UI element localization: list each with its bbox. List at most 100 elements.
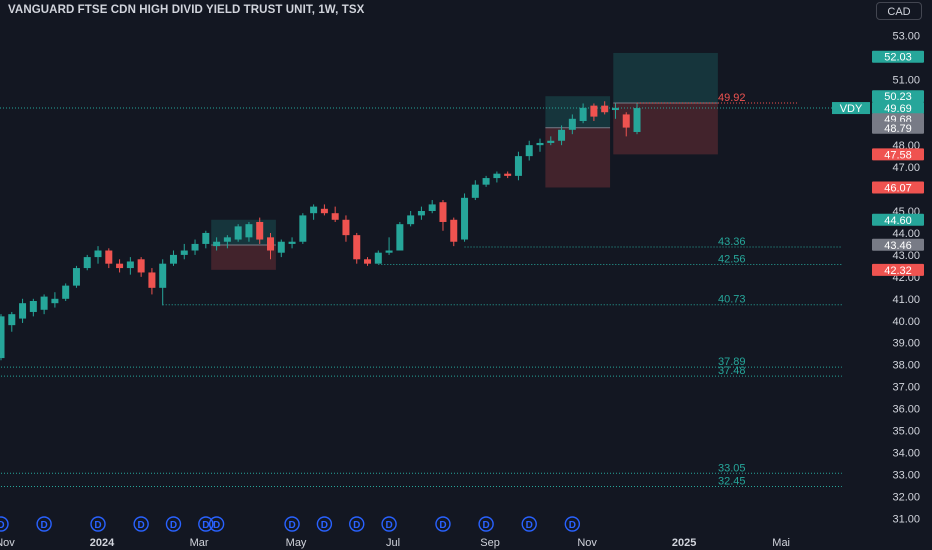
dividend-letter: D <box>0 520 5 531</box>
dividend-letter: D <box>569 520 576 531</box>
candle-body <box>493 173 501 179</box>
dividend-circle <box>133 516 149 532</box>
support-line-label: 40.73 <box>718 294 746 306</box>
candle-body <box>310 206 318 214</box>
position-target-zone <box>211 219 276 246</box>
candle-body <box>364 259 372 264</box>
dividend-marker[interactable]: D <box>208 516 225 532</box>
candle-body <box>116 263 124 269</box>
candle-body <box>267 237 274 251</box>
dividend-letter: D <box>526 520 533 531</box>
candle-body <box>417 211 425 216</box>
candle-body <box>83 257 91 269</box>
dividend-circle <box>381 516 397 532</box>
price-label-bg <box>872 90 924 103</box>
candle-body <box>471 184 479 198</box>
dividend-circle <box>435 516 451 532</box>
dividend-marker[interactable]: D <box>36 516 52 532</box>
candle-body <box>8 314 16 326</box>
x-tick-label: May <box>286 537 307 549</box>
dividend-marker[interactable]: D <box>90 516 106 532</box>
candle-body <box>504 173 512 176</box>
dividend-marker[interactable]: D <box>0 516 9 532</box>
dividend-circle <box>208 516 225 532</box>
dividend-letter: D <box>321 520 328 531</box>
dividend-marker[interactable]: D <box>564 516 581 532</box>
dividend-circle <box>284 516 300 532</box>
dividend-circle <box>349 516 365 532</box>
price-label: 49.69 <box>884 103 912 115</box>
candle-body <box>461 197 469 240</box>
dividend-marker[interactable]: D <box>478 516 494 532</box>
candle-body <box>439 202 447 222</box>
dividend-marker[interactable]: D <box>284 516 300 532</box>
candle-body <box>126 261 134 269</box>
dividend-letter: D <box>482 520 489 531</box>
support-line-label: 32.45 <box>718 475 746 487</box>
dividend-marker[interactable]: D <box>349 516 365 532</box>
candle-body <box>396 224 404 251</box>
price-label: 43.46 <box>884 240 912 252</box>
candle-body <box>590 105 598 117</box>
y-tick-label: 32.00 <box>892 491 920 503</box>
candle-body <box>374 252 382 264</box>
price-label-bg <box>872 238 924 251</box>
dividend-circle <box>521 516 537 532</box>
support-line-label: 37.89 <box>718 356 746 368</box>
candle-body <box>94 250 102 258</box>
dividend-letter: D <box>41 520 48 531</box>
dividend-circle <box>316 516 333 532</box>
y-tick-label: 41.00 <box>892 294 920 306</box>
dividend-circle <box>198 516 214 532</box>
y-tick-label: 36.00 <box>892 404 920 416</box>
candle-body <box>579 107 587 122</box>
position-stop-zone <box>613 103 718 155</box>
position-stop-zone <box>211 245 276 270</box>
dividend-marker[interactable]: D <box>133 516 149 532</box>
dividend-marker[interactable]: D <box>521 516 537 532</box>
price-label-bg <box>872 148 924 161</box>
x-tick-label: Nov <box>0 537 15 549</box>
candle-body <box>137 259 145 273</box>
dividend-letter: D <box>138 520 145 531</box>
dividend-marker[interactable]: D <box>381 516 397 532</box>
dividend-marker[interactable]: D <box>316 516 333 532</box>
candle-body <box>514 156 522 176</box>
x-tick-label: Nov <box>577 537 597 549</box>
candle-body <box>245 224 253 238</box>
dividend-letter: D <box>94 520 101 531</box>
candle-body <box>353 235 361 260</box>
x-tick-label: 2025 <box>672 537 696 549</box>
candle-body <box>202 232 210 244</box>
chart-title: VANGUARD FTSE CDN HIGH DIVID YIELD TRUST… <box>8 4 365 16</box>
symbol-label-bg <box>832 102 870 115</box>
dividend-letter: D <box>213 520 220 531</box>
x-tick-label: Jul <box>386 537 400 549</box>
y-tick-label: 40.00 <box>892 316 920 328</box>
dividend-marker[interactable]: D <box>198 516 214 532</box>
support-line-label: 42.56 <box>718 254 746 266</box>
candle-body <box>525 145 533 157</box>
candle-body <box>62 285 70 299</box>
dividend-letter: D <box>202 520 209 531</box>
y-tick-label: 43.00 <box>892 250 920 262</box>
candle-body <box>320 208 328 214</box>
dividend-marker[interactable]: D <box>165 516 182 532</box>
candle-body <box>299 215 307 242</box>
candle-body <box>622 114 630 128</box>
x-tick-label: 2024 <box>90 537 115 549</box>
candle-body <box>547 140 555 143</box>
candle-body <box>611 107 619 111</box>
candle-body <box>29 300 37 312</box>
candle-body <box>633 108 641 132</box>
support-line-label: 37.48 <box>718 365 746 377</box>
candle-body <box>428 204 436 211</box>
x-tick-label: Mar <box>190 537 209 549</box>
currency-button[interactable]: CAD <box>876 2 922 20</box>
dividend-letter: D <box>353 520 360 531</box>
position-target-zone <box>545 96 611 128</box>
candle-body <box>51 298 59 304</box>
dividend-marker[interactable]: D <box>435 516 451 532</box>
y-tick-label: 31.00 <box>892 513 920 525</box>
